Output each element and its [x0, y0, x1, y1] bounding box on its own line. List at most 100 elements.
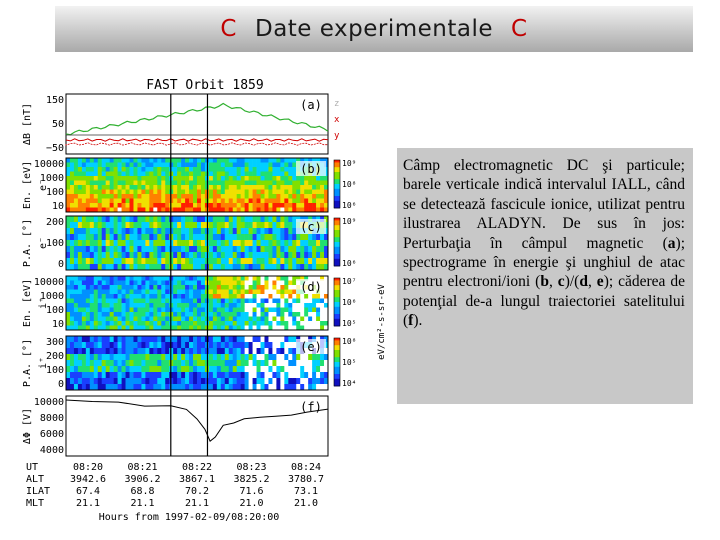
panel-f-tick: 10000 [34, 397, 64, 408]
panel-d-cbar-tick: 10⁵ [342, 319, 356, 328]
panel-e-cbar-tick: 10⁴ [342, 379, 356, 388]
caption-text-5: , [587, 273, 597, 291]
ephemeris-row-label: UT [26, 462, 38, 473]
panel-b-ylabel: En. [eV] [22, 161, 33, 209]
ephemeris-value: 68.8 [130, 486, 154, 497]
ephemeris-value: 21.0 [294, 498, 318, 509]
trace-bz [65, 102, 329, 136]
panel-c-cbar-tick: 10⁶ [342, 259, 356, 268]
panel-e-ylabel: P.A. [°] [22, 339, 33, 387]
ephemeris-value: 21.1 [185, 498, 209, 509]
ephemeris-value: 3867.1 [179, 474, 215, 485]
panel-c-frame [65, 215, 329, 271]
ephemeris-row-label: ALT [26, 474, 44, 485]
caption-ref-d: d [579, 273, 588, 291]
panel-d-tick: 1000 [40, 291, 64, 302]
figure-title: FAST Orbit 1859 [146, 78, 263, 93]
panel-f-frame [65, 395, 329, 457]
panel-d-ylabel: En. [eV] [22, 279, 33, 327]
title-mark-left: C [220, 16, 237, 42]
panel-e-frame [65, 335, 329, 391]
trace-by [65, 142, 328, 146]
panel-f-ylabel: ΔΦ [V] [22, 408, 33, 444]
panel-c-species: e⁻ [38, 237, 49, 249]
panel-d-tick: 10 [52, 319, 64, 330]
ephemeris-value: 21.1 [76, 498, 100, 509]
panel-d-cbar-tick: 10⁷ [342, 277, 356, 286]
panel-d-frame [65, 275, 329, 331]
caption-ref-b: b [540, 273, 549, 291]
panel-e-tick: 100 [46, 365, 64, 376]
panel-f-tick: 8000 [40, 413, 64, 424]
panel-b-cbar-tick: 10⁹ [342, 159, 356, 168]
fast-orbit-figure: ΔB [nT] 150 50 −50 (a) En. [eV] e⁻ 10000 1000 100… [18, 72, 394, 532]
ephemeris-value: 3780.7 [288, 474, 324, 485]
panel-a-label: (a) [300, 98, 322, 112]
panel-c-tick: 100 [46, 238, 64, 249]
title-mark-right: C [511, 16, 528, 42]
legend-y: y [334, 131, 340, 141]
panel-c-cbar-tick: 10⁹ [342, 217, 356, 226]
ephemeris-value: 21.1 [130, 498, 154, 509]
ephemeris-row-label: MLT [26, 498, 44, 509]
ephemeris-value: 70.2 [185, 486, 209, 497]
panel-e-cbar-tick: 10⁵ [342, 358, 356, 367]
panel-a-tick: 150 [46, 95, 64, 106]
trace-potential [65, 399, 329, 443]
panel-e-cbar-tick: 10⁸ [342, 337, 356, 346]
caption-ref-f: f [408, 312, 414, 330]
panel-f-tick: 4000 [40, 445, 64, 456]
panel-e-spectrogram [66, 336, 329, 391]
caption-ref-a: a [667, 234, 676, 252]
panel-b-tick: 100 [46, 187, 64, 198]
panel-a-tick: −50 [46, 143, 64, 154]
panel-d-tick: 10000 [34, 277, 64, 288]
panel-b-label: (b) [300, 162, 322, 176]
caption-text-4: )/( [564, 273, 580, 291]
panel-e-species: i⁺ [38, 357, 49, 369]
legend-z: z [334, 99, 339, 109]
panel-e-colorbar: 10⁸ 10⁵ 10⁴ [333, 337, 356, 388]
legend-x: x [334, 115, 340, 125]
ephemeris-value: 3942.6 [70, 474, 106, 485]
caption-text-6: ); căderea de potenţial de-a lungul trai… [403, 273, 686, 330]
ephemeris-value: 67.4 [76, 486, 100, 497]
panel-b-colorbar: 10⁹ 10⁸ 10⁶ [333, 159, 356, 210]
panel-a-tick: 50 [52, 119, 64, 130]
panel-d-cbar-tick: 10⁶ [342, 298, 356, 307]
ephemeris-value: 3906.2 [124, 474, 160, 485]
slide-title: Date experimentale [254, 16, 494, 42]
panel-b-tick: 1000 [40, 173, 64, 184]
panel-c-colorbar: 10⁹ 10⁶ [333, 217, 356, 268]
panel-d-spectrogram [66, 276, 329, 331]
panel-b-frame [65, 157, 329, 213]
ephemeris-value: 73.1 [294, 486, 318, 497]
caption-text-2: ); spectrograme în energie şi unghiul de… [403, 234, 685, 291]
panel-e-tick: 300 [46, 337, 64, 348]
caption-ref-c: c [557, 273, 565, 291]
ephemeris-value: 08:24 [291, 462, 321, 473]
panel-b-tick: 10 [52, 201, 64, 212]
panel-b-tick: 10000 [34, 159, 64, 170]
ephemeris-value: 21.0 [239, 498, 263, 509]
panel-d-species: i⁺ [38, 297, 49, 309]
ephemeris-value: 08:21 [127, 462, 157, 473]
figure-xlabel: Hours from 1997-02-09/08:20:00 [99, 512, 280, 523]
caption-text-1: Câmp electromagnetic DC şi particule; ba… [403, 157, 685, 252]
caption-text-3: , [548, 273, 558, 291]
panel-c-tick: 200 [46, 217, 64, 228]
caption-ref-e: e [596, 273, 604, 291]
ephemeris-value: 08:22 [182, 462, 212, 473]
slide-title-bar: C Date experimentale C [55, 6, 693, 52]
ephemeris-value: 71.6 [239, 486, 263, 497]
panel-c-label: (c) [300, 220, 322, 234]
panel-b-cbar-tick: 10⁶ [342, 201, 356, 210]
ephemeris-value: 3825.2 [233, 474, 269, 485]
colorbar-axis-label: eV/cm²-s-sr-eV [377, 283, 387, 359]
panel-c-ylabel: P.A. [°] [22, 219, 33, 267]
panel-b-species: e⁻ [38, 179, 49, 191]
panel-b-spectrogram [66, 158, 329, 213]
ephemeris-row-label: ILAT [26, 486, 50, 497]
figure-caption: Câmp electromagnetic DC şi particule; ba… [397, 148, 693, 404]
